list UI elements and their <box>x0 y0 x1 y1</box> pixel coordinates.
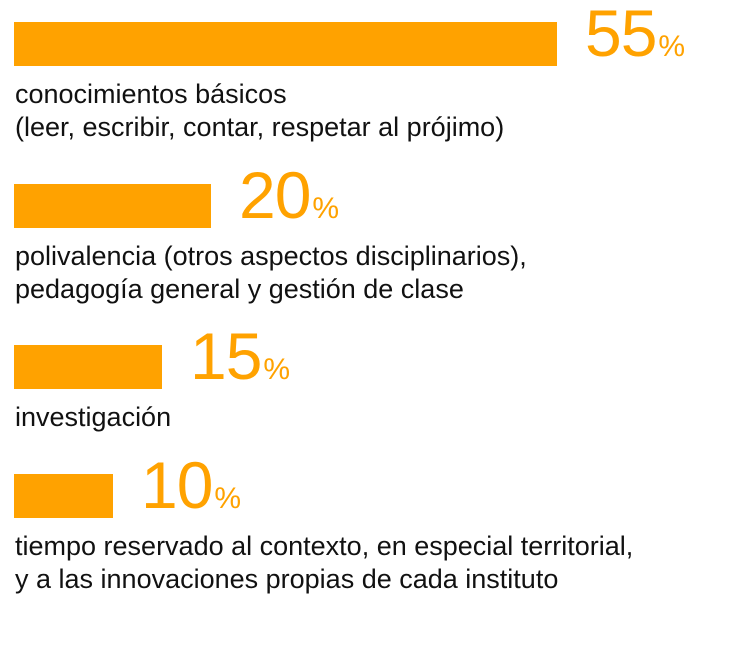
category-label-line: (leer, escribir, contar, respetar al pró… <box>15 112 505 142</box>
percentage-label: 55% <box>585 0 685 66</box>
category-label: tiempo reservado al contexto, en especia… <box>15 530 730 596</box>
category-label-line: tiempo reservado al contexto, en especia… <box>15 531 634 561</box>
category-label-line: polivalencia (otros aspectos disciplinar… <box>15 241 527 271</box>
percentage-label: 20% <box>239 162 339 228</box>
bar <box>14 184 211 228</box>
category-label: polivalencia (otros aspectos disciplinar… <box>15 240 730 306</box>
percent-sign: % <box>312 192 340 225</box>
percentage-value: 55 <box>585 0 657 70</box>
category-label-line: conocimientos básicos <box>15 79 287 109</box>
percentage-label: 15% <box>190 323 290 389</box>
bar <box>14 345 162 389</box>
percentage-value: 20 <box>239 158 311 232</box>
bar <box>14 22 557 66</box>
category-label-line: y a las innovaciones propias de cada ins… <box>15 564 559 594</box>
percentage-value: 15 <box>190 319 262 393</box>
percent-sign: % <box>214 482 242 515</box>
percent-sign: % <box>263 353 291 386</box>
bar <box>14 474 113 518</box>
percentage-label: 10% <box>141 452 241 518</box>
category-label-line: pedagogía general y gestión de clase <box>15 274 464 304</box>
category-label-line: investigación <box>15 402 172 432</box>
category-label: investigación <box>15 401 730 434</box>
percentage-value: 10 <box>141 448 213 522</box>
category-label: conocimientos básicos (leer, escribir, co… <box>15 78 730 144</box>
percent-sign: % <box>658 30 686 63</box>
